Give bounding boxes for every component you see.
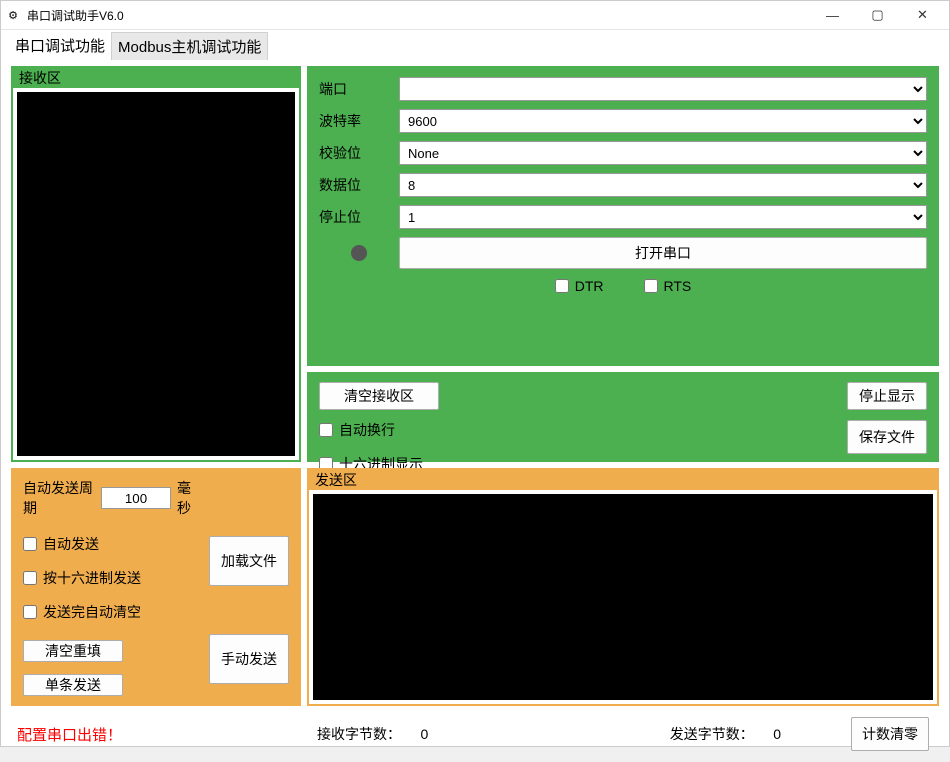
autosend-label: 自动发送 — [43, 534, 99, 554]
minimize-button[interactable]: — — [810, 1, 855, 29]
autowrap-checkbox[interactable] — [319, 423, 333, 437]
tab-bar: 串口调试功能 Modbus主机调试功能 — [1, 30, 949, 60]
autoclear-checkbox[interactable] — [23, 605, 37, 619]
hexsend-label: 按十六进制发送 — [43, 568, 141, 588]
load-file-button[interactable]: 加载文件 — [209, 536, 289, 586]
autoclear-label: 发送完自动清空 — [43, 602, 141, 622]
receive-textarea[interactable] — [17, 92, 295, 456]
rts-checkbox[interactable] — [644, 279, 658, 293]
clear-fill-button[interactable]: 清空重填 — [23, 640, 123, 662]
dtr-checkbox-wrap[interactable]: DTR — [555, 278, 604, 294]
error-message: 配置串口出错！ — [11, 712, 301, 756]
single-send-button[interactable]: 单条发送 — [23, 674, 123, 696]
parity-select[interactable]: None — [399, 141, 927, 165]
tab-serial[interactable]: 串口调试功能 — [9, 32, 111, 60]
hexsend-checkbox-wrap[interactable]: 按十六进制发送 — [23, 568, 201, 588]
port-config-panel: 端口 波特率 9600 校验位 None 数据位 8 — [307, 66, 939, 366]
save-file-button[interactable]: 保存文件 — [847, 420, 927, 454]
manual-send-button[interactable]: 手动发送 — [209, 634, 289, 684]
send-textarea[interactable] — [313, 494, 933, 700]
receive-area-title: 接收区 — [13, 68, 299, 88]
recv-bytes-label: 接收字节数： — [317, 726, 401, 742]
databits-select[interactable]: 8 — [399, 173, 927, 197]
autosend-checkbox-wrap[interactable]: 自动发送 — [23, 534, 201, 554]
rts-checkbox-wrap[interactable]: RTS — [644, 278, 692, 294]
baud-label: 波特率 — [319, 111, 399, 131]
send-area-title: 发送区 — [309, 470, 937, 490]
port-label: 端口 — [319, 79, 399, 99]
send-area-panel: 发送区 — [307, 468, 939, 706]
period-unit: 毫秒 — [177, 478, 201, 518]
app-icon: ⚙ — [5, 7, 21, 23]
period-input[interactable] — [101, 487, 171, 509]
autoclear-checkbox-wrap[interactable]: 发送完自动清空 — [23, 602, 201, 622]
reset-counter-button[interactable]: 计数清零 — [851, 717, 929, 751]
status-bar: 接收字节数： 0 发送字节数： 0 计数清零 — [307, 712, 939, 756]
tab-modbus[interactable]: Modbus主机调试功能 — [111, 32, 268, 60]
rts-label: RTS — [664, 278, 692, 294]
autowrap-label: 自动换行 — [339, 420, 395, 440]
send-bytes-label: 发送字节数： — [670, 726, 754, 742]
pause-display-button[interactable]: 停止显示 — [847, 382, 927, 410]
autowrap-checkbox-wrap[interactable]: 自动换行 — [319, 420, 439, 440]
clear-receive-button[interactable]: 清空接收区 — [319, 382, 439, 410]
send-bytes-value: 0 — [773, 726, 781, 742]
recv-bytes-value: 0 — [420, 726, 428, 742]
send-controls-panel: 自动发送周期 毫秒 自动发送 按十六进制发送 发送完自动清空 清空重填 — [11, 468, 301, 706]
status-led-icon — [351, 245, 367, 261]
window-controls: — ▢ ✕ — [810, 1, 945, 29]
stopbits-select[interactable]: 1 — [399, 205, 927, 229]
parity-label: 校验位 — [319, 143, 399, 163]
autosend-checkbox[interactable] — [23, 537, 37, 551]
stopbits-label: 停止位 — [319, 207, 399, 227]
app-window: ⚙ 串口调试助手V6.0 — ▢ ✕ 串口调试功能 Modbus主机调试功能 端… — [0, 0, 950, 747]
hexsend-checkbox[interactable] — [23, 571, 37, 585]
baud-select[interactable]: 9600 — [399, 109, 927, 133]
receive-controls-panel: 清空接收区 自动换行 十六进制显示 停止显示 保存文件 — [307, 372, 939, 462]
close-button[interactable]: ✕ — [900, 1, 945, 29]
period-label: 自动发送周期 — [23, 478, 95, 518]
maximize-button[interactable]: ▢ — [855, 1, 900, 29]
receive-area-panel: 接收区 — [11, 66, 301, 462]
databits-label: 数据位 — [319, 175, 399, 195]
content-area: 端口 波特率 9600 校验位 None 数据位 8 — [1, 60, 949, 762]
port-select[interactable] — [399, 77, 927, 101]
dtr-label: DTR — [575, 278, 604, 294]
dtr-checkbox[interactable] — [555, 279, 569, 293]
open-port-button[interactable]: 打开串口 — [399, 237, 927, 269]
titlebar: ⚙ 串口调试助手V6.0 — ▢ ✕ — [1, 1, 949, 30]
window-title: 串口调试助手V6.0 — [27, 7, 810, 24]
